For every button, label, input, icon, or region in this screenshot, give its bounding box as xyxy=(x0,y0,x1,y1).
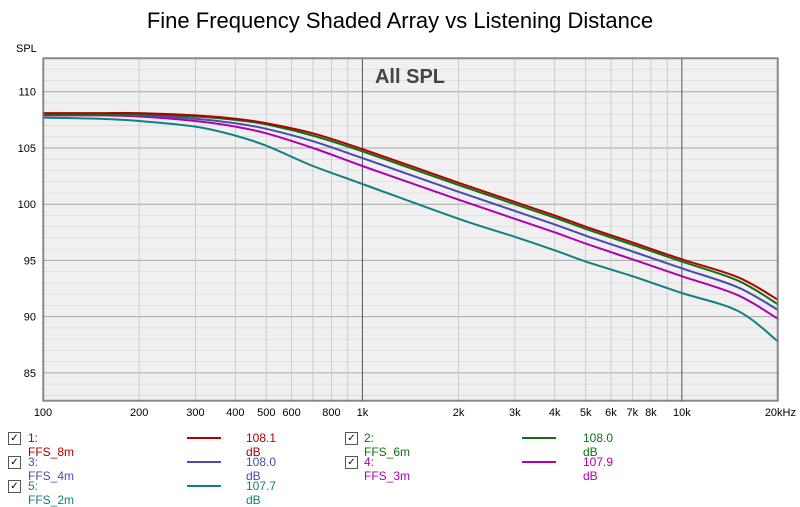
y-tick-label: 100 xyxy=(18,199,36,211)
y-tick-label: 90 xyxy=(24,312,36,324)
y-tick-label: 85 xyxy=(24,368,36,380)
legend-series-name: 5: FFS_2m xyxy=(28,479,75,507)
y-tick-label: 105 xyxy=(18,143,36,155)
x-tick-label: 3k xyxy=(509,407,521,419)
x-tick-label: 2k xyxy=(453,407,465,419)
x-tick-label: 400 xyxy=(226,407,244,419)
x-tick-label: 1k xyxy=(357,407,369,419)
x-tick-label: 6k xyxy=(605,407,617,419)
x-tick-label: 7k xyxy=(627,407,639,419)
x-tick-label: 500 xyxy=(257,407,275,419)
series-line-1-ffs-8m xyxy=(43,111,779,301)
legend-value: 107.7 dB xyxy=(246,479,277,507)
x-tick-label: 300 xyxy=(186,407,204,419)
legend-checkbox[interactable]: ✓ xyxy=(8,480,21,493)
x-tick-label: 600 xyxy=(282,407,300,419)
x-tick-label: 8k xyxy=(645,407,657,419)
legend-checkbox[interactable]: ✓ xyxy=(345,456,358,469)
x-tick-label: 10k xyxy=(673,407,691,419)
grid-lines xyxy=(42,57,779,401)
y-axis-label: SPL xyxy=(16,43,37,55)
series-line-3-ffs-4m xyxy=(42,113,779,311)
x-tick-label: 20kHz xyxy=(765,407,796,419)
legend-value: 108.0 dB xyxy=(583,431,614,459)
legend-series-name: 3: FFS_4m xyxy=(28,455,75,483)
legend-swatch xyxy=(187,485,221,487)
x-tick-label: 200 xyxy=(130,407,148,419)
series-line-4-ffs-3m xyxy=(42,114,779,320)
plot-background xyxy=(43,58,778,401)
x-tick-label: 100 xyxy=(34,407,52,419)
legend-checkbox[interactable]: ✓ xyxy=(8,432,21,445)
legend-swatch xyxy=(522,461,556,463)
legend-value: 107.9 dB xyxy=(583,455,614,483)
x-tick-label: 4k xyxy=(549,407,561,419)
y-tick-label: 110 xyxy=(18,87,36,99)
legend-swatch xyxy=(522,437,556,439)
legend-value: 108.1 dB xyxy=(246,431,277,459)
x-tick-label: 800 xyxy=(322,407,340,419)
plot-frame-shadow xyxy=(43,58,778,401)
series-line-2-ffs-6m xyxy=(42,113,779,306)
legend-checkbox[interactable]: ✓ xyxy=(8,456,21,469)
legend-series-name: 2: FFS_6m xyxy=(364,431,411,459)
plot-frame xyxy=(42,57,779,402)
legend-series-name: 4: FFS_3m xyxy=(364,455,411,483)
inner-title: All SPL xyxy=(375,66,445,88)
legend-swatch xyxy=(187,461,221,463)
series-group xyxy=(42,111,779,343)
x-tick-label: 5k xyxy=(580,407,592,419)
legend-value: 108.0 dB xyxy=(246,455,277,483)
tick-labels: 85 90 95 100 105 110 100 200 300 400 500 600 800 1k 2k… xyxy=(18,87,796,419)
series-line-5-ffs-2m xyxy=(42,116,779,343)
legend-swatch xyxy=(187,437,221,439)
chart-title: Fine Frequency Shaded Array vs Listening… xyxy=(146,8,654,33)
legend-checkbox[interactable]: ✓ xyxy=(345,432,358,445)
legend-series-name: 1: FFS_8m xyxy=(28,431,75,459)
y-tick-label: 95 xyxy=(24,255,36,267)
